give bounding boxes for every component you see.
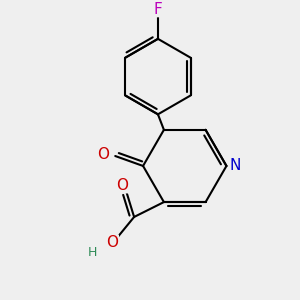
Text: O: O bbox=[106, 235, 118, 250]
Text: O: O bbox=[97, 146, 109, 161]
Text: H: H bbox=[88, 246, 97, 259]
Text: O: O bbox=[116, 178, 128, 193]
Text: F: F bbox=[154, 2, 162, 16]
Text: N: N bbox=[230, 158, 241, 173]
